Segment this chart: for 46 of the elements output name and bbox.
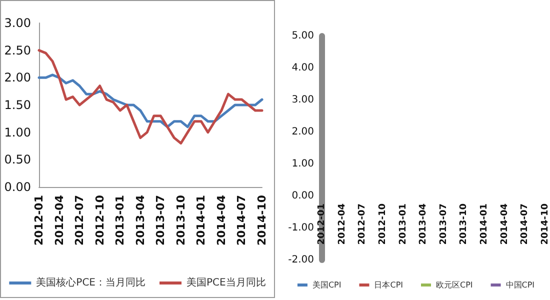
x-tick-label: 2012-04 bbox=[337, 203, 348, 245]
y-tick-label: -2.00 bbox=[288, 254, 314, 266]
x-tick-label: 2014-07 bbox=[235, 195, 248, 246]
y-tick-label: 2.50 bbox=[4, 43, 31, 58]
y-tick-label: 2.00 bbox=[292, 126, 314, 138]
x-tick-label: 2014-04 bbox=[500, 203, 510, 245]
x-tick-label: 2012-07 bbox=[73, 195, 86, 246]
legend-label: 美国PCE当月同比 bbox=[186, 276, 266, 288]
x-tick-label: 2014-04 bbox=[214, 194, 228, 246]
x-tick-label: 2013-01 bbox=[398, 203, 408, 245]
legend-label: 美国核心PCE：当月同比 bbox=[36, 276, 146, 288]
legend-label: 日本CPI bbox=[374, 280, 404, 290]
y-tick-label: 3.00 bbox=[292, 94, 314, 106]
legend-label: 欧元区CPI bbox=[436, 280, 473, 290]
x-tick-label: 2013-10 bbox=[459, 203, 470, 245]
y-tick-label: 2.00 bbox=[4, 70, 31, 85]
x-tick-label: 2013-07 bbox=[154, 195, 168, 246]
y-tick-label: 3.00 bbox=[4, 16, 31, 30]
x-tick-label: 2014-07 bbox=[520, 203, 530, 245]
y-tick-label: 1.00 bbox=[292, 158, 314, 170]
x-tick-label: 2012-10 bbox=[378, 203, 388, 245]
legend-label: 中国CPI bbox=[506, 280, 535, 290]
y-tick-label: 5.00 bbox=[292, 30, 314, 42]
x-tick-label: 2012-01 bbox=[32, 195, 46, 246]
x-tick-label: 2013-07 bbox=[438, 203, 449, 245]
y-tick-label: 0.50 bbox=[4, 152, 31, 167]
x-tick-label: 2012-10 bbox=[93, 194, 106, 246]
x-tick-label: 2013-10 bbox=[174, 194, 188, 246]
x-tick-label: 2013-04 bbox=[134, 194, 147, 246]
x-tick-label: 2014-01 bbox=[194, 195, 208, 246]
x-tick-label: 2013-04 bbox=[418, 203, 429, 245]
y-tick-label: 1.00 bbox=[4, 125, 31, 140]
x-tick-label: 2014-10 bbox=[540, 203, 550, 245]
x-tick-label: 2014-01 bbox=[480, 203, 490, 245]
line-series bbox=[38, 49, 264, 145]
x-tick-label: 2012-04 bbox=[52, 194, 66, 246]
x-tick-label: 2013-01 bbox=[114, 195, 127, 246]
y-tick-label: 0.00 bbox=[4, 180, 31, 194]
x-tick-label: 2012-07 bbox=[358, 203, 368, 245]
x-tick-label: 2012-01 bbox=[317, 203, 327, 245]
x-tick-label: 2014-10 bbox=[256, 194, 268, 246]
y-tick-label: 0.00 bbox=[292, 190, 314, 202]
y-tick-label: 4.00 bbox=[292, 62, 314, 74]
legend-label: 美国CPI bbox=[312, 280, 342, 290]
y-tick-label: 1.50 bbox=[4, 98, 31, 112]
y-tick-label: -1.00 bbox=[288, 222, 314, 234]
